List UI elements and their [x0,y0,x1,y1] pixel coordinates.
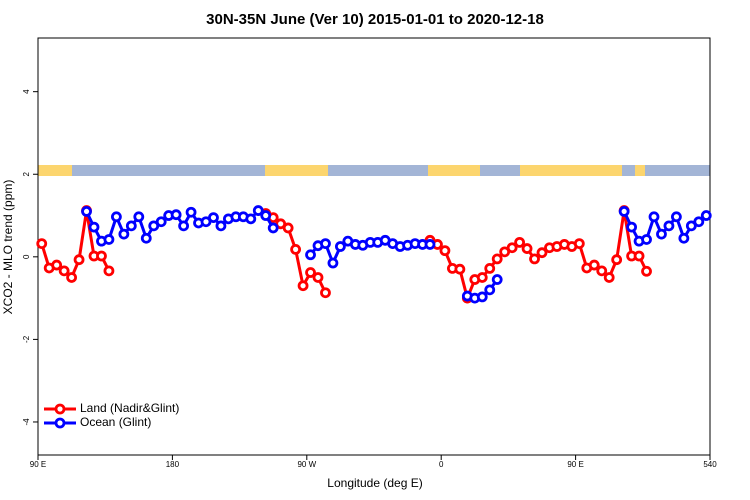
point [96,250,107,262]
point [521,243,533,254]
point [73,254,85,266]
point [320,238,331,250]
point [88,221,100,233]
y-axis-label: XCO2 - MLO trend (ppm) [1,180,15,315]
point [305,249,316,261]
point [641,234,652,245]
point [178,220,190,232]
point [476,272,488,283]
legend-marker [54,417,66,429]
point [484,284,496,296]
point [170,209,182,221]
point [215,220,227,232]
chart-title: 30N-35N June (Ver 10) 2015-01-01 to 2020… [206,11,544,28]
point [626,221,637,233]
y-tick-label: 4 [22,89,31,94]
point [66,272,77,283]
point [476,291,488,303]
ocean-strip [38,165,710,176]
point [51,259,63,271]
point [245,213,257,225]
point [290,243,302,255]
point [506,242,518,254]
x-tick-label: 0 [439,460,444,469]
point [260,210,272,221]
point [656,228,667,240]
point [671,211,682,223]
plot-box [37,37,711,456]
land-strip [635,165,645,176]
land-strip [428,165,480,176]
point [491,274,503,285]
point [334,241,346,252]
land-strip [38,165,72,176]
point [678,232,690,244]
point [529,253,540,265]
x-axis-label: Longitude (deg E) [327,476,422,490]
point [297,280,309,292]
point [320,287,331,299]
legend-label: Land (Nadir&Glint) [80,401,179,415]
land-ocean-strip [38,165,710,176]
point [185,206,197,218]
point [700,210,712,221]
x-tick-label: 90 E [30,460,46,469]
y-tick-label: 2 [22,171,31,176]
point [648,211,660,223]
point [36,238,48,250]
point [103,234,115,245]
x-tick-label: 90 W [297,460,316,469]
y-tick-label: -2 [22,335,31,343]
point [81,206,92,217]
point [514,236,525,248]
point [58,265,70,277]
y-tick-label: 0 [22,254,31,259]
legend-marker [54,403,66,415]
point [111,211,122,223]
point [305,267,316,278]
point [454,263,466,275]
point [588,259,600,271]
point [633,250,645,262]
point [155,216,167,228]
point [693,216,705,228]
legend-label: Ocean (Glint) [80,415,151,429]
point [491,253,503,265]
point [424,239,436,250]
x-tick-label: 540 [703,460,717,469]
x-tick-label: 90 E [567,460,583,469]
point [663,220,675,232]
point [327,257,339,269]
point [641,265,652,277]
point [439,245,451,257]
x-tick-label: 180 [166,460,180,469]
point [140,232,152,244]
point [573,238,585,250]
y-tick-label: -4 [22,418,31,426]
land-strip [265,165,328,176]
point [618,206,630,217]
point [282,222,294,234]
point [133,211,145,223]
point [611,254,623,266]
point [252,205,264,216]
point [312,272,324,283]
point [484,262,496,274]
point [267,222,279,234]
point [536,247,548,259]
point [596,265,608,277]
point [603,272,615,283]
land-strip [520,165,622,176]
point [208,212,219,223]
point [125,220,137,232]
point [103,265,115,277]
point [118,228,130,240]
